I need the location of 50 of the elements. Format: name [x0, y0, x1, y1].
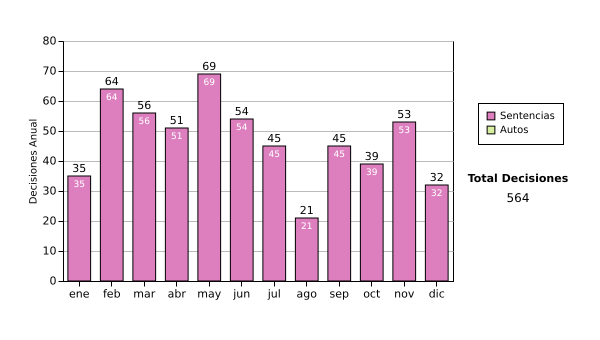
data-label: 56 [138, 117, 150, 127]
x-tick-label: ago [296, 288, 318, 300]
total-label: 69 [202, 60, 216, 73]
data-label: 69 [204, 78, 216, 88]
x-tick-label: jun [232, 288, 250, 300]
x-tick-label: sep [330, 288, 350, 300]
y-tick-label: 10 [42, 244, 56, 258]
legend-label: Autos [500, 125, 528, 136]
data-label: 51 [171, 132, 182, 142]
y-tick-label: 60 [42, 94, 56, 108]
x-tick-label: may [197, 288, 222, 300]
data-label: 45 [334, 150, 345, 160]
x-tick-label: dic [428, 288, 445, 300]
total-label: 51 [170, 114, 184, 127]
data-label: 32 [431, 189, 442, 199]
x-tick-label: oct [363, 288, 381, 300]
total-label: 35 [72, 162, 86, 175]
total-label: 45 [332, 132, 346, 145]
x-tick-label: nov [394, 288, 415, 300]
total-label: 32 [430, 171, 444, 184]
data-label: 35 [74, 180, 85, 190]
data-label: 21 [301, 222, 312, 232]
text: 564 [506, 191, 530, 205]
y-tick-label: 70 [42, 64, 56, 78]
y-tick-label: 30 [42, 184, 56, 198]
x-tick-label: feb [102, 288, 121, 300]
data-label: 45 [268, 150, 280, 160]
total-label: 56 [137, 99, 152, 112]
y-tick-label: 40 [42, 154, 56, 168]
data-label: 39 [366, 168, 378, 178]
total-label: 53 [397, 108, 412, 121]
y-tick-label: 80 [42, 34, 56, 48]
total-label: 21 [300, 204, 314, 217]
x-tick-label: mar [133, 288, 156, 300]
total-label: 54 [234, 105, 249, 118]
total-label: 39 [364, 150, 379, 163]
text: Total Decisiones [468, 172, 569, 185]
y-tick-label: 50 [42, 124, 56, 138]
x-tick-label: abr [168, 288, 186, 300]
total-label: 45 [267, 132, 282, 145]
x-tick-label: ene [68, 288, 90, 300]
data-label: 53 [398, 126, 410, 136]
legend-label: Sentencias [500, 111, 555, 122]
x-tick-label: jul [266, 288, 281, 300]
data-label: 64 [106, 93, 118, 103]
y-axis-title: Decisiones Anual [28, 118, 40, 204]
y-tick-label: 0 [50, 274, 56, 288]
y-tick-label: 20 [42, 214, 56, 228]
data-label: 54 [236, 123, 248, 133]
total-label: 64 [104, 75, 119, 88]
